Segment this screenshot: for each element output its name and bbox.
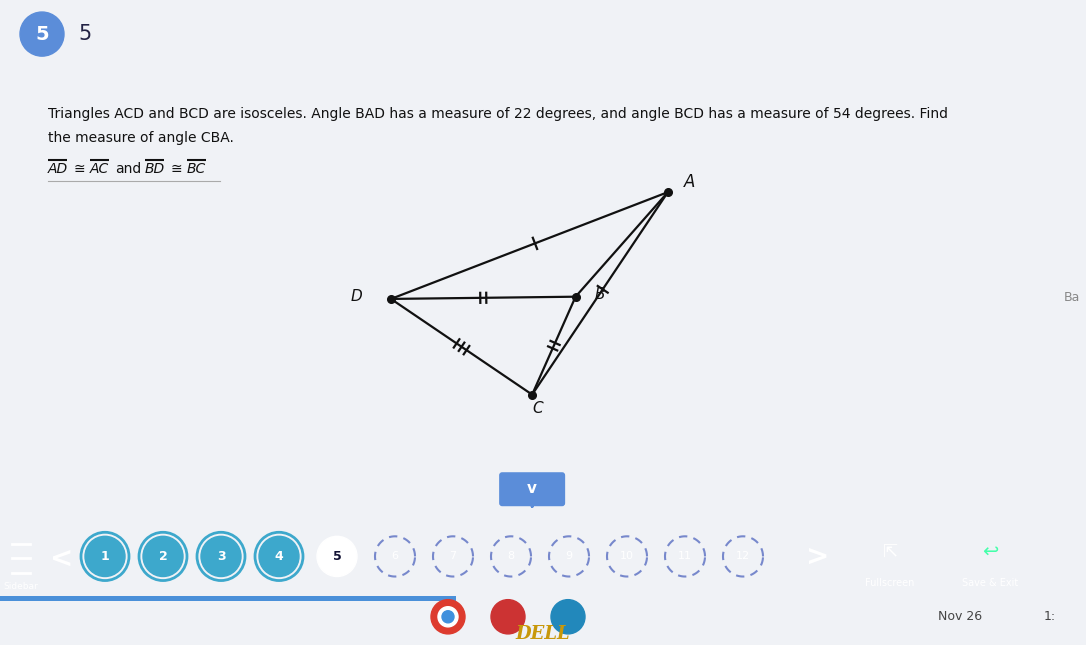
Text: 8: 8 [507, 551, 515, 561]
Text: Triangles ACD and BCD are isosceles. Angle BAD has a measure of 22 degrees, and : Triangles ACD and BCD are isosceles. Ang… [48, 107, 948, 121]
Text: Ba: Ba [1063, 291, 1079, 304]
Text: 12: 12 [736, 551, 750, 561]
Circle shape [20, 12, 64, 56]
Text: ↩: ↩ [982, 542, 998, 561]
Circle shape [317, 536, 357, 577]
Text: BD: BD [146, 162, 165, 176]
Text: 5: 5 [78, 24, 91, 44]
Text: and: and [115, 162, 141, 176]
Text: Nov 26: Nov 26 [938, 610, 982, 623]
Text: ≅: ≅ [74, 162, 86, 176]
Circle shape [431, 600, 465, 634]
Text: v: v [527, 481, 538, 496]
Text: B: B [594, 287, 605, 302]
Circle shape [201, 536, 241, 577]
Text: the measure of angle CBA.: the measure of angle CBA. [48, 131, 233, 145]
Text: ⇱: ⇱ [883, 542, 897, 561]
Text: ≅: ≅ [171, 162, 182, 176]
Text: <: < [50, 544, 74, 572]
Text: D: D [351, 289, 362, 304]
Text: 5: 5 [35, 25, 49, 44]
Circle shape [258, 536, 299, 577]
Text: >: > [806, 542, 830, 570]
Circle shape [442, 611, 454, 623]
Text: 1: 1 [101, 550, 110, 563]
Text: A: A [684, 174, 695, 192]
Text: 5: 5 [332, 550, 341, 563]
Text: 7: 7 [450, 551, 456, 561]
Bar [0, 596, 456, 601]
Text: BC: BC [187, 162, 206, 176]
Text: 2: 2 [159, 550, 167, 563]
Text: Save & Exit: Save & Exit [962, 577, 1019, 588]
Circle shape [551, 600, 585, 634]
Text: 6: 6 [391, 551, 399, 561]
Circle shape [438, 607, 458, 627]
Text: 10: 10 [620, 551, 634, 561]
Text: 4: 4 [275, 550, 283, 563]
Text: Sidebar: Sidebar [3, 582, 38, 591]
Text: Fullscreen: Fullscreen [866, 577, 914, 588]
Text: AD: AD [48, 162, 68, 176]
Text: 3: 3 [217, 550, 225, 563]
Circle shape [85, 536, 125, 577]
FancyBboxPatch shape [500, 472, 565, 506]
Circle shape [143, 536, 184, 577]
Text: AC: AC [90, 162, 110, 176]
Text: 1:: 1: [1044, 610, 1056, 623]
Circle shape [491, 600, 525, 634]
Text: 11: 11 [678, 551, 692, 561]
Text: 9: 9 [566, 551, 572, 561]
Text: DELL: DELL [516, 625, 570, 643]
Text: C: C [532, 401, 543, 417]
